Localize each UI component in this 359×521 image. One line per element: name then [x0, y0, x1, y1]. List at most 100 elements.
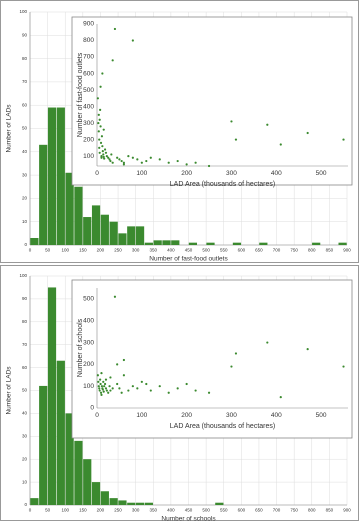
y-tick-label: 50: [22, 126, 28, 131]
x-tick-label: 850: [326, 248, 334, 253]
point: [116, 156, 119, 159]
point: [99, 378, 102, 381]
point: [167, 161, 170, 164]
point: [118, 158, 121, 161]
point: [131, 156, 134, 159]
point: [100, 393, 103, 397]
point: [342, 138, 345, 141]
y-tick-label: 700: [83, 54, 94, 61]
bar: [65, 413, 74, 505]
x-tick-label: 500: [316, 170, 327, 177]
y-tick-label: 500: [83, 87, 94, 94]
point: [109, 159, 112, 163]
x-tick-label: 0: [29, 508, 32, 513]
point: [98, 389, 101, 392]
y-axis-title: Number of fast-food outlets: [77, 52, 84, 137]
x-tick-label: 500: [202, 508, 210, 513]
point: [207, 164, 211, 168]
point: [99, 125, 102, 128]
point: [111, 59, 114, 62]
point: [105, 154, 108, 158]
x-tick-label: 200: [181, 412, 192, 419]
point: [149, 156, 152, 159]
point: [102, 155, 105, 159]
y-tick-label: 600: [83, 70, 94, 77]
x-tick-label: 700: [273, 248, 281, 253]
point: [127, 154, 130, 158]
point: [99, 108, 102, 111]
x-tick-label: 350: [150, 248, 158, 253]
bar: [312, 242, 321, 245]
bar: [39, 144, 48, 245]
bar: [162, 240, 171, 245]
bar: [109, 221, 118, 245]
y-tick-label: 300: [83, 120, 94, 127]
bar: [100, 491, 109, 505]
point: [158, 385, 161, 388]
bar: [47, 287, 57, 505]
point: [306, 347, 309, 351]
y-tick-label: 80: [22, 319, 28, 324]
bar: [74, 186, 83, 245]
x-tick-label: 400: [167, 248, 175, 253]
bar: [144, 502, 153, 505]
point: [108, 385, 111, 388]
y-tick-label: 30: [22, 433, 28, 438]
bar: [135, 226, 145, 245]
bar: [338, 242, 347, 245]
point: [101, 72, 104, 75]
point: [104, 378, 108, 381]
bar: [109, 498, 118, 505]
point: [96, 374, 99, 377]
point: [98, 151, 101, 154]
point: [103, 148, 107, 151]
y-tick-label: 90: [22, 32, 28, 37]
x-tick-label: 450: [185, 248, 193, 253]
point: [140, 380, 143, 383]
point: [194, 389, 197, 392]
point: [120, 159, 123, 163]
point: [122, 161, 125, 164]
bar: [135, 502, 145, 505]
x-axis-title: LAD Area (thousands of hectares): [170, 423, 275, 430]
point: [176, 387, 179, 390]
point: [279, 143, 282, 146]
inset-box: [71, 279, 353, 439]
x-tick-label: 550: [220, 248, 228, 253]
point: [98, 387, 101, 390]
x-tick-label: 450: [185, 508, 193, 513]
point: [102, 128, 105, 131]
y-tick-label: 70: [22, 342, 28, 347]
x-tick-label: 250: [114, 248, 122, 253]
bar: [118, 233, 127, 245]
point: [279, 395, 282, 399]
point: [230, 365, 233, 368]
point: [116, 363, 119, 366]
point: [342, 365, 345, 368]
bar: [127, 502, 136, 505]
bar: [171, 240, 180, 245]
x-tick-label: 300: [132, 248, 140, 253]
point: [109, 376, 112, 379]
x-tick-label: 550: [220, 508, 228, 513]
x-tick-label: 200: [181, 170, 192, 177]
point: [234, 138, 238, 141]
point: [102, 153, 105, 156]
bar: [215, 502, 224, 505]
x-axis-title: Number of fast-food outlets: [149, 256, 228, 263]
point: [136, 158, 139, 161]
point: [110, 153, 113, 156]
point: [105, 389, 108, 392]
point: [100, 154, 103, 158]
y-tick-label: 80: [22, 56, 28, 61]
y-tick-label: 20: [22, 196, 28, 201]
x-tick-label: 100: [61, 508, 69, 513]
bar: [74, 440, 83, 505]
point: [140, 161, 143, 164]
point: [136, 387, 139, 390]
y-tick-label: 90: [22, 296, 28, 301]
x-tick-label: 50: [45, 248, 51, 253]
y-axis-title: Number of LADs: [6, 104, 13, 153]
point: [99, 141, 103, 144]
